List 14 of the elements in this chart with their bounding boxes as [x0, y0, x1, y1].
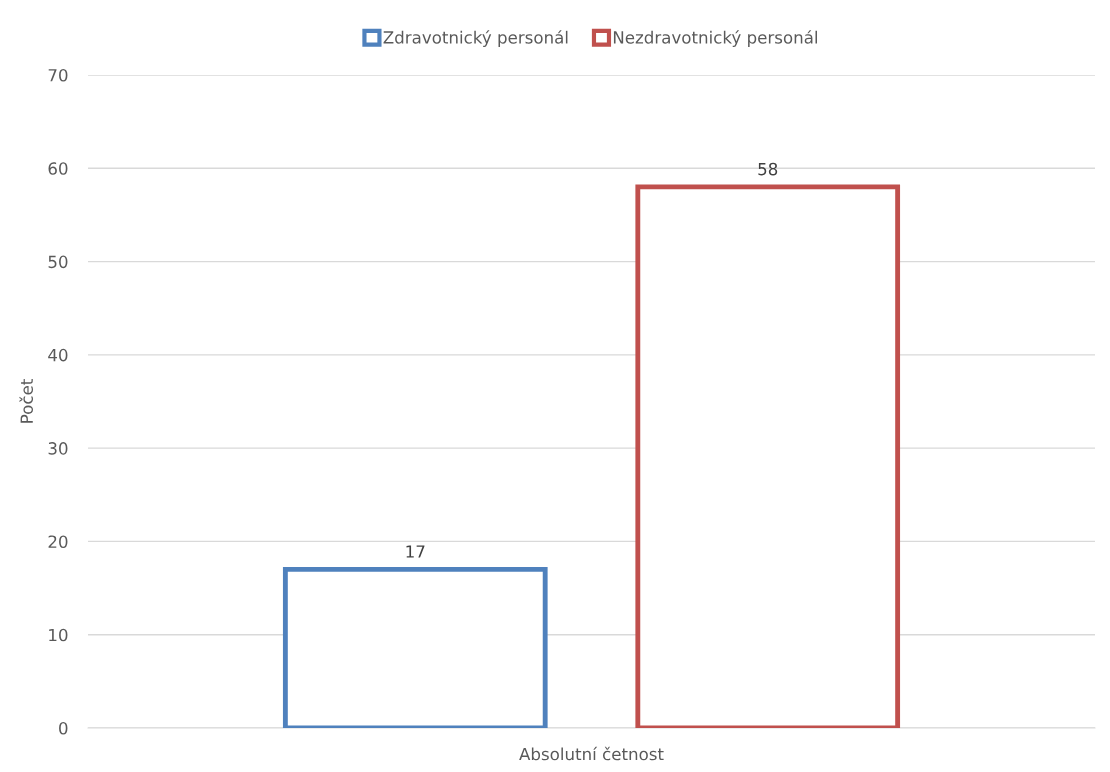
y-tick-label: 50	[48, 255, 68, 269]
y-tick-label: 0	[59, 721, 68, 735]
y-tick-label: 70	[48, 68, 68, 82]
y-tick-label: 10	[49, 628, 68, 642]
data-label: 17	[406, 545, 425, 558]
y-tick-label: 30	[48, 442, 68, 455]
legend-label: Zdravotnický personál	[383, 30, 568, 47]
y-tick-label: 60	[48, 162, 68, 175]
y-tick-label: 40	[48, 348, 68, 362]
x-tick-label: Absolutní četnost	[519, 746, 664, 761]
y-tick-label: 20	[48, 535, 68, 548]
legend-label: Nezdravotnický personál	[613, 30, 817, 47]
y-axis-title: Počet	[19, 379, 34, 423]
data-label: 58	[758, 162, 778, 176]
